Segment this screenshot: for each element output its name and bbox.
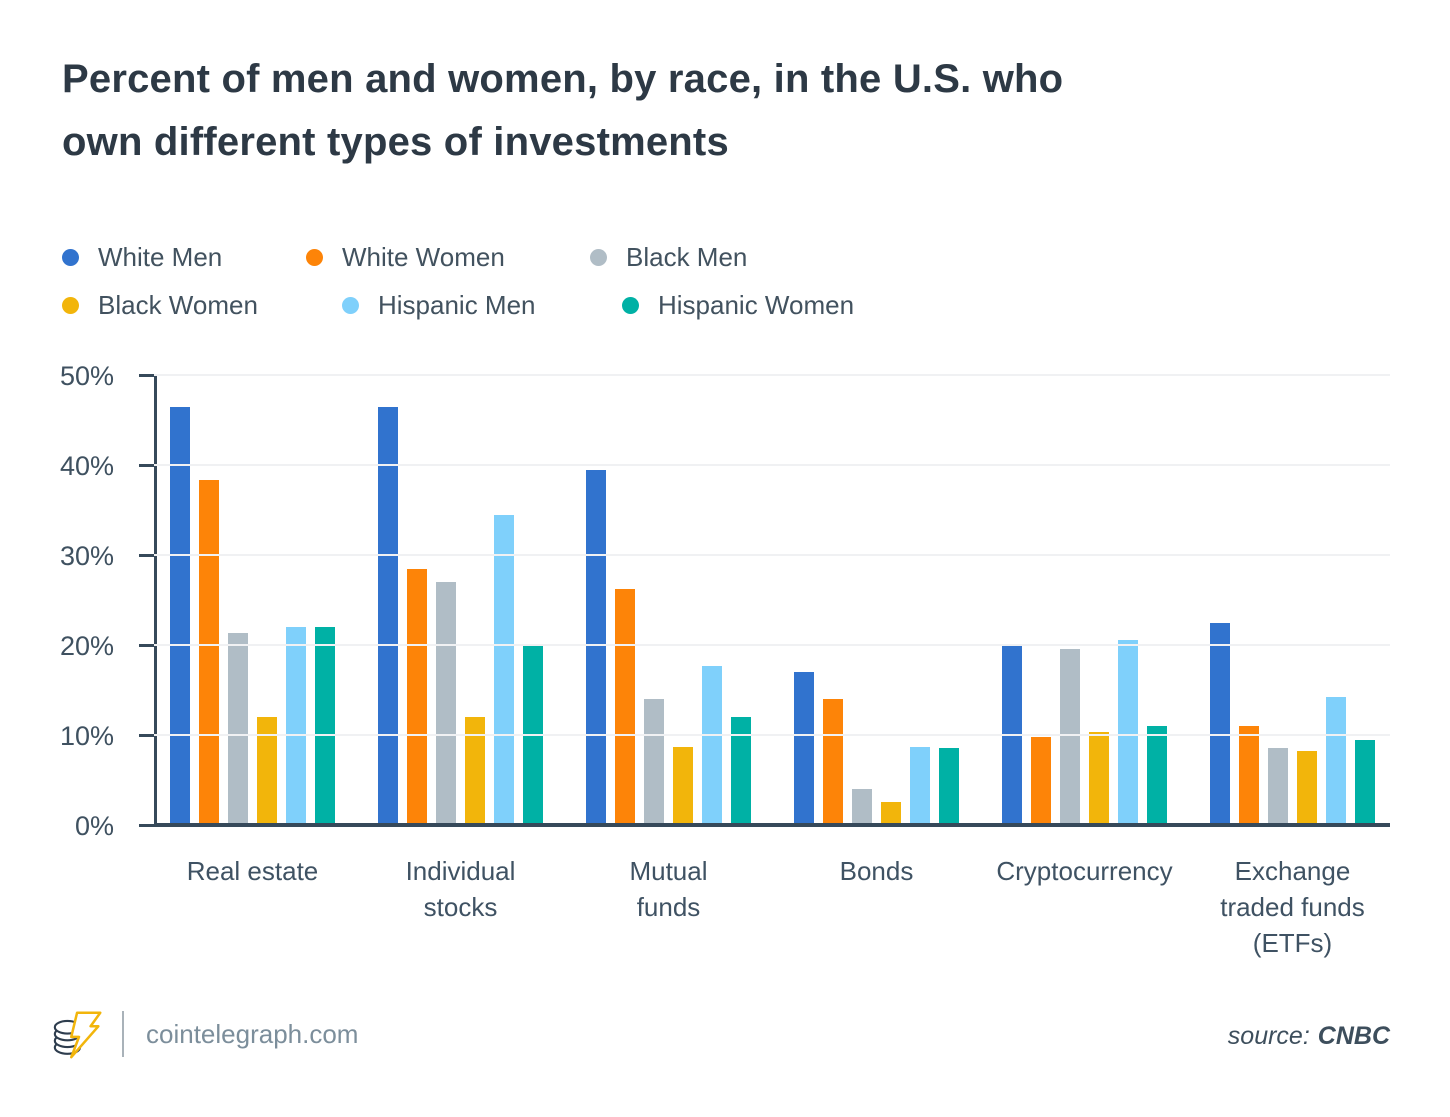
legend-label: Black Men — [626, 241, 748, 272]
legend: White Men White Women Black Men Black Women… — [62, 240, 854, 322]
legend-item: Black Women — [62, 290, 342, 321]
legend-item: White Women — [306, 242, 590, 273]
bar — [1031, 736, 1051, 825]
footer-brand-block: cointelegraph.com — [50, 1005, 358, 1063]
bar — [1147, 726, 1167, 825]
x-axis-label: Bonds — [839, 856, 914, 886]
bar — [852, 789, 872, 825]
legend-dot-icon — [622, 296, 639, 314]
bar — [586, 469, 606, 825]
legend-dot-icon — [590, 248, 607, 266]
y-axis-line — [154, 375, 157, 825]
bar — [939, 747, 959, 825]
bar — [1268, 747, 1288, 825]
legend-dot-icon — [62, 296, 79, 314]
bar — [199, 480, 219, 825]
bar — [315, 627, 335, 825]
legend-dot-icon — [62, 248, 79, 266]
bar — [615, 589, 635, 825]
chart-title-line2: own different types of investments — [62, 120, 729, 164]
bar — [1326, 697, 1346, 825]
y-axis-tick — [139, 644, 154, 647]
legend-label: Black Women — [98, 289, 258, 320]
bar — [494, 514, 514, 825]
bar-group-2 — [378, 375, 543, 825]
bar — [1210, 623, 1230, 825]
bar — [1089, 732, 1109, 825]
chart-title: Percent of men and women, by race, in th… — [62, 48, 1063, 174]
bar — [673, 746, 693, 825]
legend-item: Hispanic Men — [342, 290, 622, 321]
x-axis-line — [154, 823, 1390, 827]
x-axis-label: Individual stocks — [405, 856, 516, 922]
bar-groups — [154, 375, 1390, 825]
legend-label: Hispanic Women — [658, 289, 855, 320]
bar-group-4 — [794, 375, 959, 825]
legend-row2: Black Women Hispanic Men Hispanic Women — [62, 288, 854, 322]
y-axis-tick-label: 20% — [59, 631, 114, 661]
bar — [794, 672, 814, 825]
bar — [1118, 639, 1138, 825]
bar-group-3 — [586, 375, 751, 825]
bar — [170, 406, 190, 825]
x-axis-label: Mutual funds — [629, 856, 708, 922]
legend-item: White Men — [62, 242, 306, 273]
plot-area — [139, 374, 1390, 827]
bar-group-5 — [1002, 375, 1167, 825]
gridline — [154, 554, 1390, 556]
footer-brand-text: cointelegraph.com — [146, 1018, 359, 1049]
bar — [286, 627, 306, 825]
bar — [823, 699, 843, 825]
y-axis-tick — [139, 824, 154, 827]
chart-title-line1: Percent of men and women, by race, in th… — [62, 57, 1064, 101]
legend-dot-icon — [342, 296, 359, 314]
legend-label: White Men — [98, 241, 223, 272]
y-axis-tick — [139, 734, 154, 737]
bar — [702, 665, 722, 825]
bar — [1297, 751, 1317, 825]
bar-group-6 — [1210, 375, 1375, 825]
bar — [1239, 726, 1259, 825]
source-attribution: source: CNBC — [1228, 1022, 1390, 1051]
bar — [407, 568, 427, 825]
bar — [731, 717, 751, 825]
y-axis-tick — [139, 464, 154, 467]
bar — [378, 406, 398, 825]
y-axis-tick-label: 0% — [74, 811, 114, 841]
bar — [1355, 740, 1375, 825]
bar — [1060, 648, 1080, 825]
x-axis-label: Exchange traded funds (ETFs) — [1220, 856, 1365, 958]
footer-divider — [122, 1011, 124, 1057]
legend-dot-icon — [306, 248, 323, 266]
bar — [228, 633, 248, 825]
y-axis-tick-label: 30% — [59, 541, 114, 571]
gridline — [154, 374, 1390, 376]
source-value: CNBC — [1317, 1022, 1390, 1050]
bar — [644, 699, 664, 825]
bar — [436, 582, 456, 825]
bar-group-1 — [170, 375, 335, 825]
legend-item: Hispanic Women — [622, 290, 854, 321]
x-axis-label: Cryptocurrency — [996, 856, 1173, 886]
bar — [465, 717, 485, 825]
x-axis-label: Real estate — [186, 856, 319, 886]
cointelegraph-logo-icon — [53, 1011, 102, 1059]
y-axis-tick — [139, 554, 154, 557]
source-label: source: — [1227, 1022, 1310, 1050]
y-axis-tick — [139, 374, 154, 377]
bar — [881, 801, 901, 825]
bar — [910, 746, 930, 825]
y-axis-tick-label: 50% — [59, 361, 114, 391]
y-axis-tick-label: 40% — [59, 451, 114, 481]
legend-label: Hispanic Men — [378, 289, 536, 320]
legend-row1: White Men White Women Black Men — [62, 240, 854, 274]
y-axis-tick-label: 10% — [59, 721, 114, 751]
bar — [257, 717, 277, 825]
gridline — [154, 734, 1390, 736]
legend-item: Black Men — [590, 242, 747, 273]
gridline — [154, 644, 1390, 646]
legend-label: White Women — [342, 241, 505, 272]
gridline — [154, 464, 1390, 466]
